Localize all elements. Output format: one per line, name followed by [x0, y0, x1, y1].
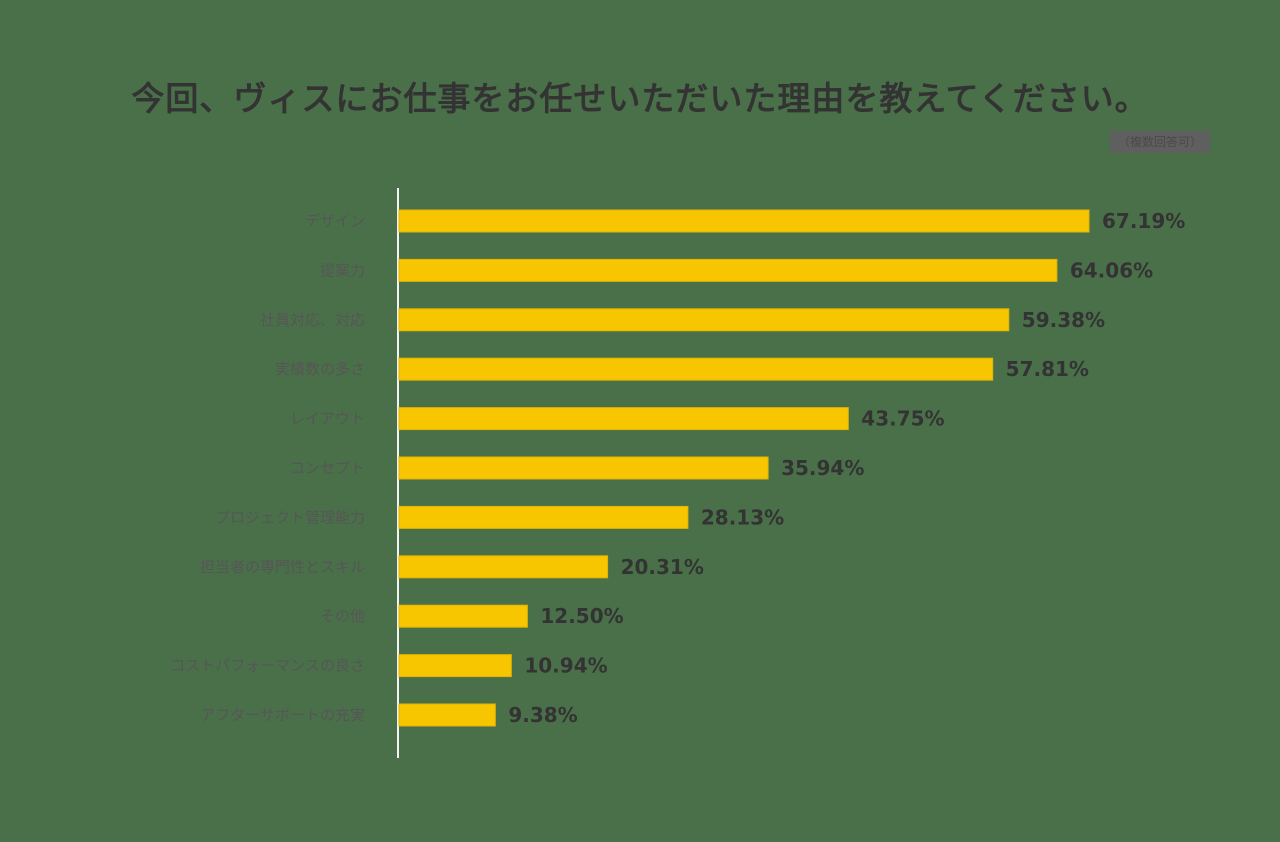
value-label: 64.06%: [1070, 258, 1153, 282]
category-label: 担当者の専門性とスキル: [200, 558, 365, 576]
bar: [398, 258, 1058, 282]
note-badge: （複数回答可）: [1109, 131, 1210, 153]
value-label: 35.94%: [781, 456, 864, 480]
value-label: 12.50%: [540, 604, 623, 628]
bar: [398, 505, 689, 529]
value-label: 57.81%: [1006, 357, 1089, 381]
value-label: 28.13%: [701, 505, 784, 529]
bar: [398, 407, 849, 431]
value-label: 67.19%: [1102, 209, 1185, 233]
category-label: レイアウト: [290, 410, 365, 428]
bar: [398, 308, 1010, 332]
bar: [398, 209, 1090, 233]
category-label: コンセプト: [290, 459, 365, 477]
bar: [398, 654, 512, 678]
chart-title: 今回、ヴィスにお仕事をお任せいただいた理由を教えてください。: [131, 79, 1149, 118]
category-label: その他: [320, 607, 365, 625]
category-label: プロジェクト管理能力: [215, 508, 365, 526]
bar: [398, 456, 769, 480]
bar: [398, 604, 528, 628]
category-label: コストパフォーマンスの良さ: [170, 657, 365, 675]
value-label: 9.38%: [508, 703, 577, 727]
bar: [398, 555, 609, 579]
value-label: 59.38%: [1022, 308, 1105, 332]
category-label: 提案力: [320, 261, 365, 279]
bar: [398, 703, 496, 727]
value-label: 20.31%: [621, 555, 704, 579]
category-label: 実績数の多さ: [275, 360, 365, 378]
category-label: デザイン: [305, 212, 365, 230]
category-label: アフターサポートの充実: [200, 706, 365, 724]
value-label: 43.75%: [861, 407, 944, 431]
bar: [398, 357, 994, 381]
value-label: 10.94%: [524, 654, 607, 678]
category-label: 社員対応、対応: [260, 311, 365, 329]
